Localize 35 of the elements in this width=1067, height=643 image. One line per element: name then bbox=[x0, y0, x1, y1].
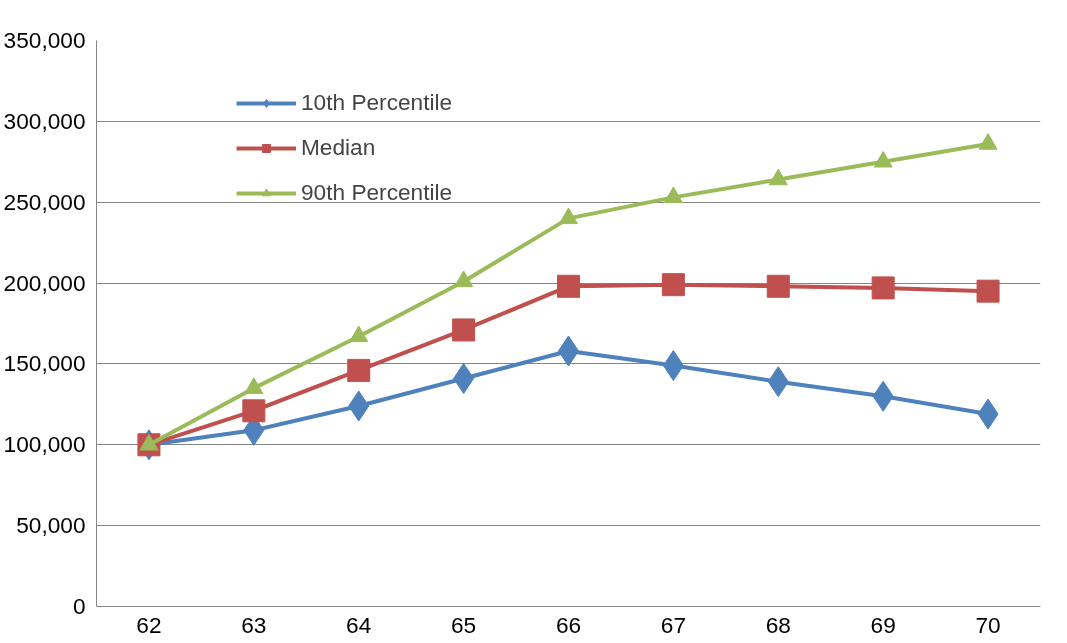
legend-label: 90th Percentile bbox=[301, 179, 453, 206]
x-tick-label: 69 bbox=[870, 611, 896, 638]
point bbox=[663, 186, 683, 204]
x-tick-label: 67 bbox=[660, 611, 686, 638]
point bbox=[349, 325, 369, 343]
point bbox=[766, 274, 790, 298]
y-tick-label: 350,000 bbox=[3, 27, 86, 53]
legend-label: Median bbox=[301, 134, 376, 161]
point bbox=[871, 276, 895, 300]
y-tick-label: 150,000 bbox=[3, 350, 86, 377]
point bbox=[559, 207, 578, 225]
x-tick-label: 68 bbox=[765, 611, 791, 638]
y-tick-label: 200,000 bbox=[3, 269, 86, 296]
y-tick-label: 50,000 bbox=[16, 512, 86, 539]
y-tick-label: 0 bbox=[72, 593, 86, 619]
y-tick-label: 250,000 bbox=[3, 188, 86, 215]
point bbox=[557, 274, 580, 298]
x-tick-label: 63 bbox=[241, 611, 267, 638]
y-tick-label: 300,000 bbox=[3, 107, 86, 134]
y-tick-label: 100,000 bbox=[3, 431, 86, 458]
point bbox=[873, 150, 893, 168]
point bbox=[452, 318, 476, 342]
x-tick-label: 66 bbox=[555, 611, 582, 638]
point bbox=[661, 273, 685, 297]
x-tick-label: 65 bbox=[451, 611, 477, 638]
point bbox=[976, 279, 1000, 303]
point bbox=[347, 358, 371, 382]
point bbox=[768, 168, 788, 186]
point bbox=[978, 133, 998, 150]
x-tick-label: 70 bbox=[975, 611, 1001, 638]
point bbox=[454, 270, 474, 288]
legend-label: 10th Percentile bbox=[301, 89, 453, 116]
point bbox=[242, 399, 266, 423]
x-tick-label: 62 bbox=[136, 611, 162, 638]
x-tick-label: 64 bbox=[346, 611, 372, 638]
